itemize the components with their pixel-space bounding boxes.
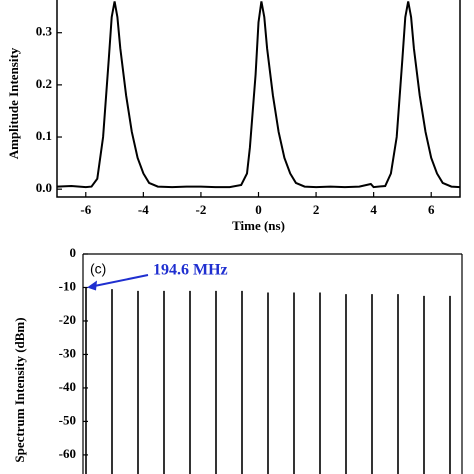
- y-tick-label: -50: [59, 412, 76, 427]
- y-tick-label: -30: [59, 345, 76, 360]
- y-tick-label: -60: [59, 446, 76, 461]
- y-tick-label: -10: [59, 278, 76, 293]
- x-tick-label: -6: [80, 202, 91, 217]
- y-axis-label: Spectrum Intensity (dBm): [12, 317, 27, 462]
- annotation: 194.6 MHz: [153, 262, 228, 279]
- y-tick-label: 0.1: [36, 128, 52, 143]
- y-tick-label: 0: [70, 245, 77, 260]
- x-tick-label: 0: [255, 202, 262, 217]
- panel-label: (c): [90, 261, 106, 277]
- x-tick-label: 2: [313, 202, 320, 217]
- x-tick-label: -4: [138, 202, 149, 217]
- x-tick-label: 6: [428, 202, 435, 217]
- y-axis-label: Amplitude Intensity: [6, 47, 21, 159]
- y-tick-label: 0.2: [36, 76, 52, 91]
- x-tick-label: 4: [370, 202, 377, 217]
- y-tick-label: -40: [59, 379, 76, 394]
- x-axis-label: Time (ns): [232, 218, 285, 233]
- y-tick-label: -20: [59, 312, 76, 327]
- annotation-arrow: [91, 274, 149, 288]
- x-tick-label: -2: [196, 202, 207, 217]
- arrow-head: [87, 280, 97, 291]
- y-tick-label: 0.0: [36, 180, 52, 195]
- y-tick-label: 0.3: [36, 24, 53, 39]
- data-line: [56, 1, 461, 189]
